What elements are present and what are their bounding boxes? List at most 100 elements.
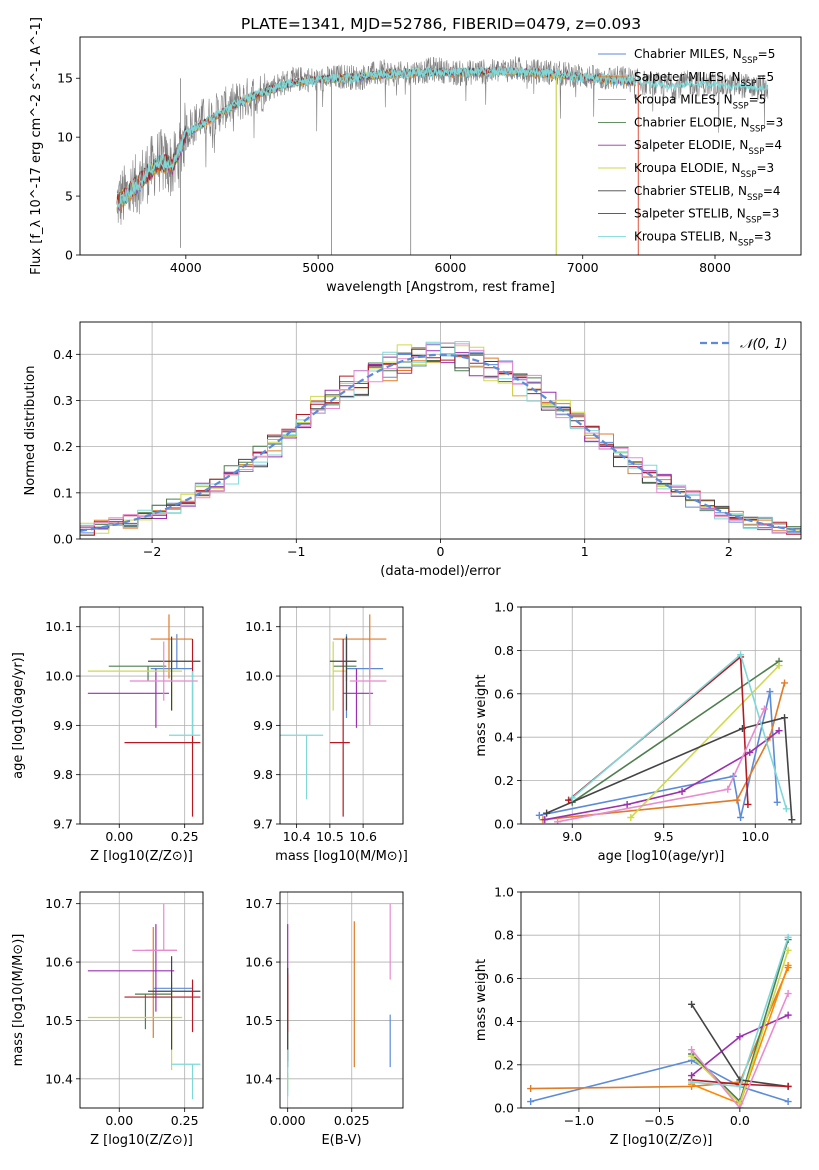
y-tick-label: 0.8 xyxy=(494,928,514,943)
x-tick-label: −1 xyxy=(287,544,305,559)
histogram-series xyxy=(80,341,801,533)
y-tick-label: 10.5 xyxy=(45,1013,73,1028)
y-tick-label: 0.2 xyxy=(53,439,73,454)
weight-marker xyxy=(527,1098,535,1106)
weight-marker xyxy=(784,961,792,969)
y-axis-label: Normed distribution xyxy=(23,366,38,496)
weight-marker xyxy=(781,679,789,687)
errorbar-point xyxy=(171,1063,201,1100)
y-tick-label: 0.0 xyxy=(53,532,73,547)
x-tick-label: −0.5 xyxy=(644,1113,674,1128)
weight-line xyxy=(542,682,786,821)
weight-line-series xyxy=(688,1011,792,1080)
spectrum-model-line xyxy=(116,65,636,210)
weight-marker xyxy=(565,796,573,804)
spectrum-lines xyxy=(116,56,769,255)
legend-entry: Salpeter MILES, NSSP=5 xyxy=(634,70,774,89)
weight-marker xyxy=(688,1052,696,1060)
axis-ticks: 0.00 0.25 9.7 9.8 9.9 10.0 10.1 xyxy=(45,619,198,844)
x-tick-label: 2 xyxy=(725,544,733,559)
weight-marker xyxy=(784,1098,792,1106)
weight-marker xyxy=(623,800,631,808)
mass-vs-ebv-plot: 0.000 0.025 10.4 10.5 10.6 10.7 E(B-V) xyxy=(245,891,404,1148)
y-tick-label: 1.0 xyxy=(494,885,514,900)
legend-entry: Chabrier STELIB, NSSP=4 xyxy=(634,184,781,203)
weight-series xyxy=(527,933,792,1108)
legend-entry: Kroupa STELIB, NSSP=3 xyxy=(634,229,772,248)
x-tick-label: 0.00 xyxy=(105,829,133,844)
x-tick-label: 0.25 xyxy=(171,1113,199,1128)
weight-marker xyxy=(737,813,745,821)
legend-entry: Salpeter STELIB, NSSP=3 xyxy=(634,207,779,226)
weight-marker xyxy=(554,818,562,824)
x-tick-label: 10.6 xyxy=(349,829,377,844)
y-tick-label: 9.9 xyxy=(53,718,73,733)
x-axis-label: Z [log10(Z/Z⊙)] xyxy=(90,849,193,864)
x-tick-label: 0 xyxy=(437,544,445,559)
weight-line xyxy=(571,660,780,803)
errorbar-points xyxy=(87,903,201,1100)
y-axis-label: Flux [f_λ 10^-17 erg cm^-2 s^-1 A^-1] xyxy=(29,17,44,275)
histogram-series xyxy=(80,342,801,534)
weight-marker xyxy=(784,946,792,954)
x-tick-label: 10.0 xyxy=(741,829,769,844)
y-tick-label: 9.7 xyxy=(253,817,273,832)
errorbar-point xyxy=(124,979,201,1033)
y-tick-label: 10.1 xyxy=(45,619,73,634)
x-tick-label: 10.5 xyxy=(316,829,344,844)
weight-marker xyxy=(527,1085,535,1093)
x-axis-label: Z [log10(Z/Z⊙)] xyxy=(90,1133,193,1148)
weight-line-series xyxy=(565,653,752,808)
weight-line-series xyxy=(568,657,783,806)
weight-marker xyxy=(784,1082,792,1090)
weight-marker xyxy=(688,1000,696,1008)
weight-marker xyxy=(760,705,768,713)
spectrum-model-line xyxy=(116,67,636,211)
errorbar-point xyxy=(129,641,198,701)
y-tick-label: 10.7 xyxy=(245,896,273,911)
x-tick-label: 0.025 xyxy=(334,1113,370,1128)
errorbar-point xyxy=(134,993,172,1030)
axes-frame xyxy=(279,891,404,1109)
weight-line-series xyxy=(627,662,783,821)
y-tick-label: 0.1 xyxy=(53,485,73,500)
y-tick-label: 0.6 xyxy=(494,971,514,986)
y-tick-label: 10.0 xyxy=(245,669,273,684)
x-tick-label: 9.5 xyxy=(654,829,674,844)
weight-line-series xyxy=(688,933,792,1090)
x-axis-label: Z [log10(Z/Z⊙)] xyxy=(610,1133,713,1148)
y-tick-label: 15 xyxy=(57,71,73,86)
y-tick-label: 0.2 xyxy=(494,1057,514,1072)
x-tick-label: 10.4 xyxy=(283,829,311,844)
x-axis-label: wavelength [Angstrom, rest frame] xyxy=(326,280,555,295)
x-axis-label: (data-model)/error xyxy=(380,564,501,579)
weight-line-series xyxy=(554,705,768,824)
y-tick-label: 0.4 xyxy=(494,1014,514,1029)
weight-marker xyxy=(784,1011,792,1019)
axes-frame xyxy=(79,321,802,540)
x-tick-label: 8000 xyxy=(699,260,731,275)
y-tick-label: 9.8 xyxy=(53,767,73,782)
errorbar-point xyxy=(349,641,387,726)
y-tick-label: 0.2 xyxy=(494,773,514,788)
x-tick-label: 0.0 xyxy=(730,1113,750,1128)
errorbar-points xyxy=(280,614,387,817)
axis-ticks: 9.0 9.5 10.0 0.0 0.2 0.4 0.6 0.8 1.0 xyxy=(494,600,769,845)
x-tick-label: 5000 xyxy=(302,260,334,275)
weight-marker xyxy=(782,805,790,813)
y-tick-label: 10.5 xyxy=(245,1013,273,1028)
y-tick-label: 9.7 xyxy=(53,817,73,832)
y-axis-label: mass [log10(M/M⊙)] xyxy=(11,934,26,1067)
y-axis-label: mass weight xyxy=(474,674,489,756)
errorbar-point xyxy=(87,924,175,1012)
y-tick-label: 10.6 xyxy=(45,955,73,970)
weight-line xyxy=(630,665,780,819)
grid-lines xyxy=(280,892,403,1108)
y-tick-label: 10.7 xyxy=(45,896,73,911)
weight-marker xyxy=(733,796,741,804)
y-tick-label: 0.6 xyxy=(494,686,514,701)
errorbar-point xyxy=(108,665,167,681)
weight-marker xyxy=(736,1104,744,1108)
errorbar-point xyxy=(148,956,201,1050)
legend-entry: Chabrier MILES, NSSP=5 xyxy=(634,47,775,66)
